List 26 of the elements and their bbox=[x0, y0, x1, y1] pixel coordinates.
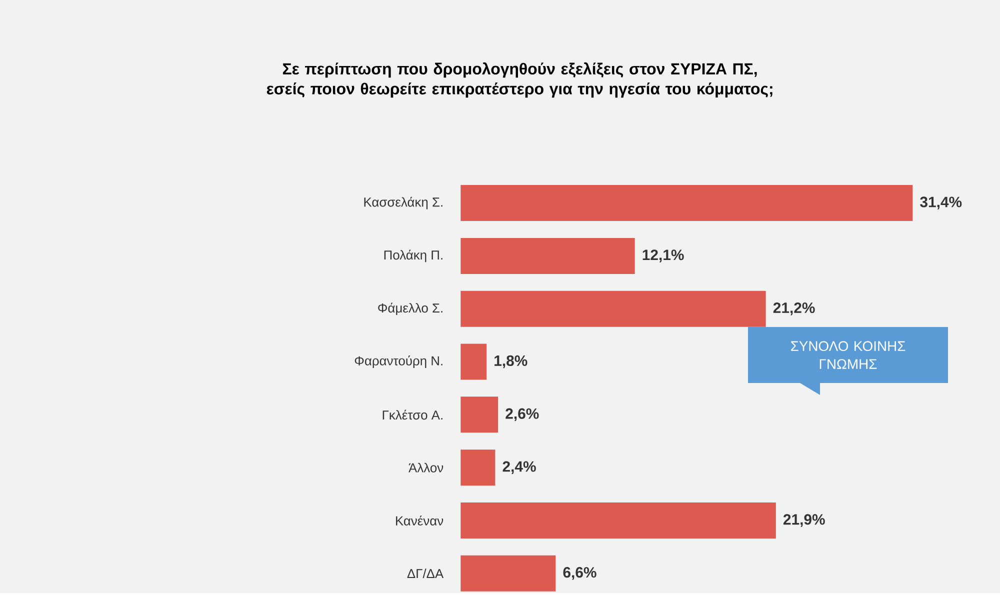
y-tick-label: Πολάκη Π. bbox=[384, 250, 442, 262]
y-tick-label: Άλλον bbox=[408, 463, 444, 473]
y-tick-label: Γκλέτσο Α. bbox=[382, 410, 442, 420]
bar bbox=[460, 185, 913, 222]
bar bbox=[460, 556, 556, 592]
y-tick-label: Κανέναν bbox=[396, 516, 444, 526]
y-tick-label: Κασσελάκη Σ. bbox=[364, 197, 442, 210]
data-label: 2,4% bbox=[502, 461, 536, 474]
data-label: 31,4% bbox=[920, 196, 962, 210]
y-tick-label: Φάμελλο Σ. bbox=[378, 302, 442, 316]
data-label: 21,9% bbox=[783, 514, 825, 528]
y-tick-label: ΔΓ/ΔΑ bbox=[407, 568, 444, 578]
data-label: 6,6% bbox=[563, 567, 596, 580]
data-label: 1,8% bbox=[494, 356, 528, 368]
data-label: 12,1% bbox=[642, 250, 684, 263]
annotation: ΣΥΝΟΛΟ ΚΟΙΝΗΣ ΓΝΩΜΗΣ bbox=[791, 341, 906, 370]
data-label: 21,2% bbox=[773, 302, 815, 316]
bar bbox=[460, 502, 776, 539]
bar bbox=[460, 344, 487, 380]
bar bbox=[460, 238, 635, 274]
chart-title: Σε περίπτωση που δρομολογηθούν εξελίξεις στον ΣΥΡΙΖΑ ΠΣ, εσείς ποιον θεωρείτε επικρατέστερο για την ηγεσία του κόμματος; bbox=[266, 62, 772, 98]
bar bbox=[460, 396, 498, 433]
bar bbox=[460, 450, 496, 486]
data-label: 2,6% bbox=[506, 408, 539, 422]
bar bbox=[460, 291, 766, 328]
y-tick-label: Φαραντούρη Ν. bbox=[354, 356, 442, 368]
